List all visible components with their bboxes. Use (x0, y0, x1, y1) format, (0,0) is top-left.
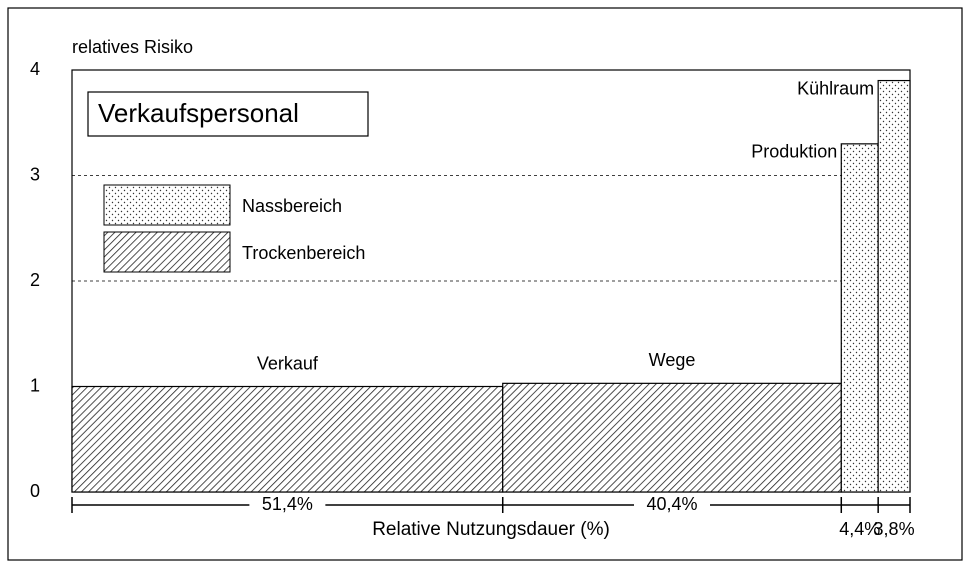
y-tick-label: 1 (30, 375, 40, 395)
y-tick-label: 0 (30, 481, 40, 501)
bar (71, 385, 504, 493)
width-label-bg (249, 495, 326, 515)
y-tick-label: 3 (30, 164, 40, 184)
legend-label: Trockenbereich (242, 243, 365, 263)
width-label: 4,4% (839, 519, 880, 539)
x-axis-label: Relative Nutzungsdauer (%) (372, 519, 610, 540)
bar-label: Kühlraum (797, 78, 874, 98)
y-tick-label: 4 (30, 59, 40, 79)
y-tick-label: 2 (30, 270, 40, 290)
width-label: 40,4% (646, 494, 697, 514)
width-label: 3,8% (874, 519, 915, 539)
chart-title: Verkaufspersonal (98, 98, 299, 128)
width-label: 51,4% (262, 494, 313, 514)
bar-label: Wege (649, 350, 696, 370)
y-axis-label: relatives Risiko (72, 37, 193, 57)
legend-swatch (103, 184, 231, 226)
title-box (87, 91, 369, 137)
bar-label: Produktion (751, 142, 837, 162)
bar (877, 79, 911, 493)
bar (840, 143, 879, 493)
bar-label: Verkauf (257, 353, 319, 373)
legend-swatch (103, 231, 231, 273)
legend-label: Nassbereich (242, 196, 342, 216)
width-label-bg (634, 495, 711, 515)
bar (502, 382, 842, 493)
